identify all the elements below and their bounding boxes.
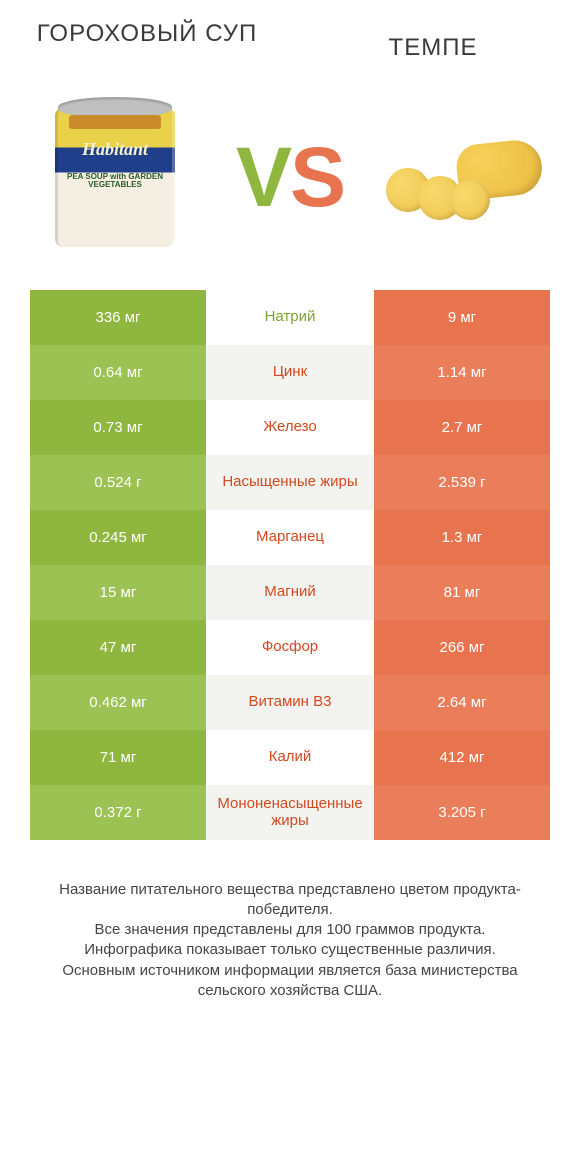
nutrient-label: Мононенасыщенные жиры — [206, 785, 374, 840]
product-right-image — [380, 92, 550, 262]
table-row: 71 мгКалий412 мг — [30, 730, 550, 785]
nutrient-label: Цинк — [206, 345, 374, 400]
nutrient-label: Железо — [206, 400, 374, 455]
nutrient-label: Витамин B3 — [206, 675, 374, 730]
can-brand: Habitant — [55, 139, 175, 160]
vs-label: VS — [236, 135, 344, 219]
nutrient-label: Натрий — [206, 290, 374, 345]
value-left: 0.64 мг — [30, 345, 206, 400]
value-left: 0.462 мг — [30, 675, 206, 730]
value-right: 1.14 мг — [374, 345, 550, 400]
title-left: ГОРОХОВЫЙ СУП — [30, 20, 264, 48]
value-left: 0.73 мг — [30, 400, 206, 455]
product-left-image: Habitant PEA SOUP with GARDEN VEGETABLES — [30, 92, 200, 262]
table-row: 0.524 гНасыщенные жиры2.539 г — [30, 455, 550, 510]
comparison-table: 336 мгНатрий9 мг0.64 мгЦинк1.14 мг0.73 м… — [30, 290, 550, 840]
value-left: 0.372 г — [30, 785, 206, 840]
table-row: 47 мгФосфор266 мг — [30, 620, 550, 675]
infographic-root: ГОРОХОВЫЙ СУП ТЕМПЕ Habitant PEA SOUP wi… — [0, 0, 580, 1001]
nutrient-label: Марганец — [206, 510, 374, 565]
nutrient-label: Калий — [206, 730, 374, 785]
table-row: 0.73 мгЖелезо2.7 мг — [30, 400, 550, 455]
footnote: Название питательного вещества представл… — [30, 880, 550, 1002]
hero-row: Habitant PEA SOUP with GARDEN VEGETABLES… — [30, 72, 550, 282]
table-row: 0.64 мгЦинк1.14 мг — [30, 345, 550, 400]
value-right: 81 мг — [374, 565, 550, 620]
table-row: 15 мгМагний81 мг — [30, 565, 550, 620]
vs-s: S — [290, 130, 344, 224]
titles-row: ГОРОХОВЫЙ СУП ТЕМПЕ — [30, 20, 550, 62]
can-sub: PEA SOUP with GARDEN VEGETABLES — [61, 173, 169, 191]
table-row: 0.372 гМононенасыщенные жиры3.205 г — [30, 785, 550, 840]
table-row: 0.462 мгВитамин B32.64 мг — [30, 675, 550, 730]
tempeh-icon — [380, 122, 550, 232]
value-right: 2.539 г — [374, 455, 550, 510]
table-row: 336 мгНатрий9 мг — [30, 290, 550, 345]
value-right: 412 мг — [374, 730, 550, 785]
nutrient-label: Насыщенные жиры — [206, 455, 374, 510]
nutrient-label: Фосфор — [206, 620, 374, 675]
value-left: 71 мг — [30, 730, 206, 785]
vs-v: V — [236, 130, 290, 224]
table-row: 0.245 мгМарганец1.3 мг — [30, 510, 550, 565]
value-right: 2.64 мг — [374, 675, 550, 730]
soup-can-icon: Habitant PEA SOUP with GARDEN VEGETABLES — [55, 97, 175, 257]
value-right: 266 мг — [374, 620, 550, 675]
value-left: 47 мг — [30, 620, 206, 675]
value-right: 9 мг — [374, 290, 550, 345]
title-right: ТЕМПЕ — [316, 20, 550, 62]
value-left: 0.524 г — [30, 455, 206, 510]
value-left: 336 мг — [30, 290, 206, 345]
value-right: 2.7 мг — [374, 400, 550, 455]
value-right: 1.3 мг — [374, 510, 550, 565]
value-left: 0.245 мг — [30, 510, 206, 565]
nutrient-label: Магний — [206, 565, 374, 620]
value-right: 3.205 г — [374, 785, 550, 840]
value-left: 15 мг — [30, 565, 206, 620]
